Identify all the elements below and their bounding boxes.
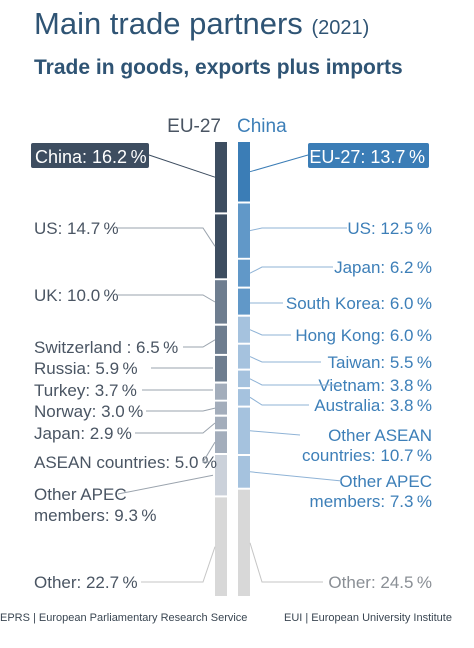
bar-eu-other-apec-members bbox=[215, 455, 227, 496]
bar-eu-norway bbox=[215, 401, 227, 415]
eu-leader-asean-countries bbox=[202, 441, 216, 463]
eu-label-russia: Russia: 5.9 % bbox=[34, 359, 138, 378]
bar-eu-us bbox=[215, 214, 227, 279]
bar-eu-japan bbox=[215, 416, 227, 430]
eu-leader-switzerland bbox=[183, 339, 216, 348]
china-label-other-apec-members-line2: members: 7.3 % bbox=[310, 492, 432, 511]
china-label-other-apec-members: Other APEC bbox=[339, 472, 432, 491]
eu-label-asean-countries: ASEAN countries: 5.0 % bbox=[34, 453, 217, 472]
china-leader-japan bbox=[249, 266, 333, 274]
bar-china-australia bbox=[238, 389, 250, 406]
china-leader-taiwan bbox=[249, 356, 321, 363]
chart-subtitle: Trade in goods, exports plus imports bbox=[34, 56, 403, 79]
eu-label-uk: UK: 10.0 % bbox=[34, 286, 119, 305]
china-label-other-asean-countries: Other ASEAN bbox=[328, 426, 432, 445]
eu-leader-uk bbox=[118, 294, 216, 303]
trade-partners-chart: EU-27 China China: 16.2 % US: 14.7 % UK: 10.… bbox=[31, 116, 432, 596]
bar-china-south-korea bbox=[238, 288, 250, 315]
series-name-china: China bbox=[237, 116, 287, 137]
china-label-taiwan: Taiwan: 5.5 % bbox=[327, 353, 432, 372]
china-leader-other bbox=[249, 542, 323, 583]
bar-china-vietnam bbox=[238, 370, 250, 388]
china-label-box-eu-27 bbox=[308, 143, 429, 168]
eu-leader-other bbox=[141, 546, 216, 583]
bar-china-other-asean-countries bbox=[238, 407, 250, 454]
china-label-hong-kong: Hong Kong: 6.0 % bbox=[295, 326, 432, 345]
title-text: Main trade partners bbox=[34, 6, 303, 41]
bar-eu-turkey bbox=[215, 383, 227, 400]
eu-label-norway: Norway: 3.0 % bbox=[34, 402, 143, 421]
bar-china-eu-27 bbox=[238, 142, 250, 202]
china-label-eu-27: EU-27: 13.7 % bbox=[309, 147, 425, 167]
bar-china-taiwan bbox=[238, 344, 250, 369]
bar-china-other-apec-members bbox=[238, 456, 250, 488]
eu-label-other: Other: 22.7 % bbox=[34, 573, 138, 592]
eu-leader-china bbox=[148, 154, 216, 178]
china-leader-hong-kong bbox=[249, 329, 291, 336]
eu-label-turkey: Turkey: 3.7 % bbox=[34, 381, 137, 400]
bar-eu-uk bbox=[215, 280, 227, 324]
bar-eu-russia bbox=[215, 355, 227, 382]
china-leader-us bbox=[249, 227, 347, 232]
china-leader-australia bbox=[249, 396, 309, 406]
china-label-australia: Australia: 3.8 % bbox=[314, 396, 432, 415]
bar-eu-switzerland bbox=[215, 325, 227, 354]
eu-label-japan: Japan: 2.9 % bbox=[34, 424, 132, 443]
eu-leader-japan bbox=[135, 422, 216, 434]
bar-china-us bbox=[238, 203, 250, 258]
china-label-other: Other: 24.5 % bbox=[328, 573, 432, 592]
china-label-south-korea: South Korea: 6.0 % bbox=[286, 294, 432, 313]
title-year: (2021) bbox=[311, 17, 370, 39]
footer-source-eui: EUI | European University Institute bbox=[284, 612, 452, 624]
china-leader-other-apec-members bbox=[249, 471, 343, 482]
eu-label-us: US: 14.7 % bbox=[34, 219, 119, 238]
chart-title: Main trade partners (2021) bbox=[34, 6, 369, 42]
eu-leader-us bbox=[117, 227, 216, 247]
china-leader-vietnam bbox=[249, 378, 335, 386]
bar-china-other bbox=[238, 489, 250, 596]
china-leader-other-asean-countries bbox=[249, 430, 301, 436]
eu-leader-norway bbox=[146, 407, 216, 412]
bar-eu-china bbox=[215, 142, 227, 213]
footer-source-eprs: EPRS | European Parliamentary Research S… bbox=[0, 612, 248, 624]
eu-label-other-apec-members: Other APEC bbox=[34, 485, 127, 504]
bar-china-hong-kong bbox=[238, 316, 250, 343]
bar-eu-other bbox=[215, 497, 227, 596]
eu-label-switzerland: Switzerland : 6.5 % bbox=[34, 338, 178, 357]
eu-label-box-china bbox=[31, 143, 149, 168]
china-label-vietnam: Vietnam: 3.8 % bbox=[318, 376, 432, 395]
china-leader-eu-27 bbox=[249, 154, 309, 173]
bar-eu-asean-countries bbox=[215, 431, 227, 453]
bar-china-japan bbox=[238, 259, 250, 287]
series-name-eu: EU-27 bbox=[167, 116, 221, 137]
eu-leader-other-apec-members bbox=[117, 474, 214, 495]
eu-label-china: China: 16.2 % bbox=[35, 147, 147, 167]
china-label-us: US: 12.5 % bbox=[347, 219, 432, 238]
china-label-japan: Japan: 6.2 % bbox=[334, 258, 432, 277]
china-label-other-asean-countries-line2: countries: 10.7 % bbox=[302, 446, 432, 465]
eu-label-other-apec-members-line2: members: 9.3 % bbox=[34, 506, 156, 525]
